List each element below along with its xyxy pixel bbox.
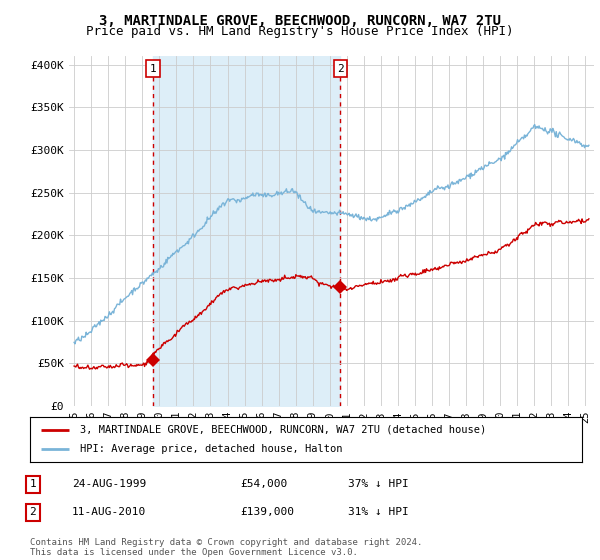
Text: 11-AUG-2010: 11-AUG-2010 — [72, 507, 146, 517]
Text: HPI: Average price, detached house, Halton: HPI: Average price, detached house, Halt… — [80, 445, 342, 455]
Text: 2: 2 — [337, 64, 344, 74]
Text: 1: 1 — [29, 479, 37, 489]
Text: 31% ↓ HPI: 31% ↓ HPI — [348, 507, 409, 517]
Text: 37% ↓ HPI: 37% ↓ HPI — [348, 479, 409, 489]
Text: £139,000: £139,000 — [240, 507, 294, 517]
Text: 1: 1 — [150, 64, 157, 74]
Text: £54,000: £54,000 — [240, 479, 287, 489]
Text: 3, MARTINDALE GROVE, BEECHWOOD, RUNCORN, WA7 2TU (detached house): 3, MARTINDALE GROVE, BEECHWOOD, RUNCORN,… — [80, 424, 486, 435]
Text: Contains HM Land Registry data © Crown copyright and database right 2024.
This d: Contains HM Land Registry data © Crown c… — [30, 538, 422, 557]
Text: 24-AUG-1999: 24-AUG-1999 — [72, 479, 146, 489]
Text: 3, MARTINDALE GROVE, BEECHWOOD, RUNCORN, WA7 2TU: 3, MARTINDALE GROVE, BEECHWOOD, RUNCORN,… — [99, 14, 501, 28]
Text: 2: 2 — [29, 507, 37, 517]
Text: Price paid vs. HM Land Registry's House Price Index (HPI): Price paid vs. HM Land Registry's House … — [86, 25, 514, 38]
